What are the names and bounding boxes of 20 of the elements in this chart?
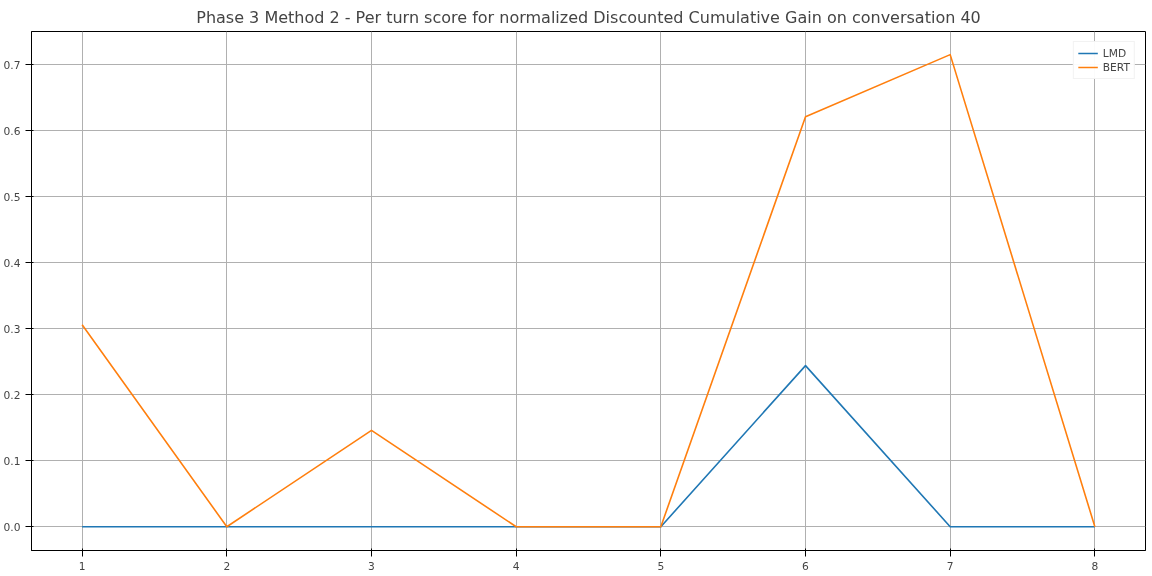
y-tick-label: 0.6	[3, 124, 21, 138]
chart-title: Phase 3 Method 2 - Per turn score for normalized Discounted Cumulative Gain on conversation 40	[196, 7, 981, 27]
x-tick-label: 4	[512, 559, 520, 573]
y-tick-label: 0.3	[3, 322, 21, 336]
legend-label: BERT	[1102, 60, 1130, 74]
x-tick-label: 3	[368, 559, 375, 573]
legend-label: LMD	[1102, 46, 1127, 60]
y-tick-label: 0.4	[3, 256, 21, 270]
y-tick-label: 0.7	[3, 58, 21, 72]
x-tick-label: 6	[802, 559, 810, 573]
y-tick-label: 0.5	[3, 190, 21, 204]
x-tick-label: 7	[946, 559, 954, 573]
x-tick-label: 1	[78, 559, 86, 573]
x-tick-label: 2	[223, 559, 231, 573]
y-tick-label: 0.1	[3, 454, 21, 468]
x-tick-label: 8	[1091, 559, 1099, 573]
x-tick-label: 5	[657, 559, 665, 573]
y-tick-label: 0.2	[3, 388, 21, 402]
y-tick-label: 0.0	[3, 520, 21, 534]
line-series	[81, 53, 1096, 528]
